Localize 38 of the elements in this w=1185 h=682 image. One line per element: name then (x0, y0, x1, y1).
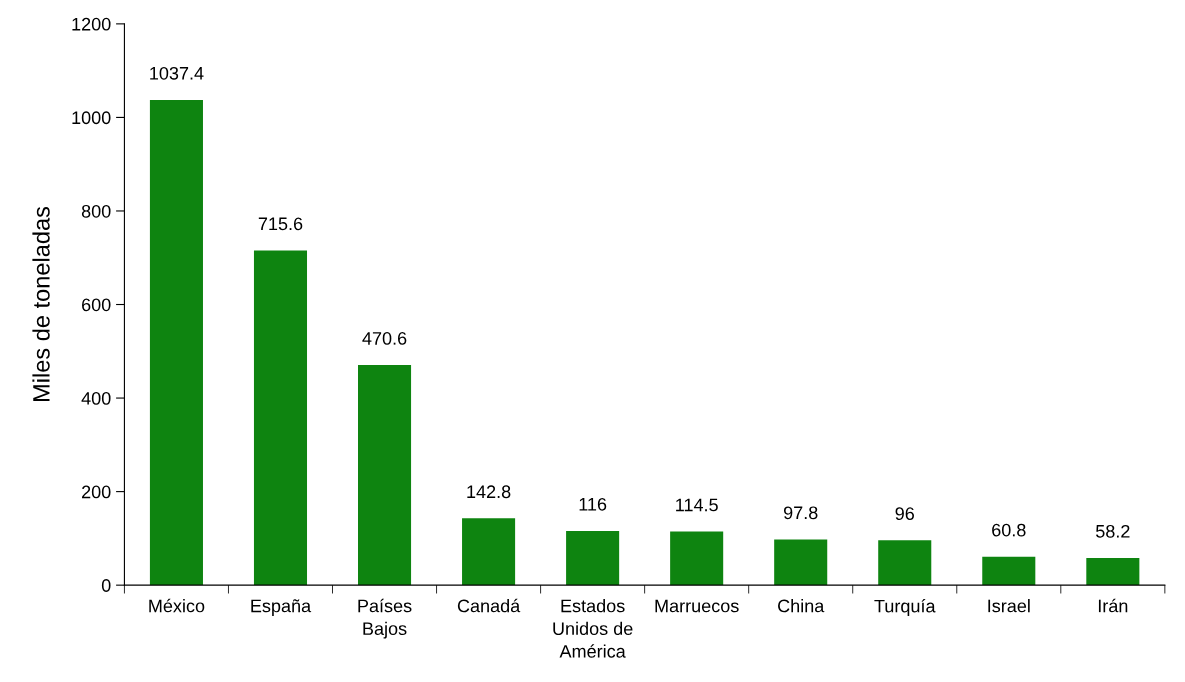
data-label: 114.5 (676, 498, 718, 512)
x-tick-label: Canadá (457, 598, 521, 613)
x-tick-label: Turquía (874, 599, 936, 617)
data-label: 97.8 (783, 506, 818, 520)
x-tick-label: Irán (1098, 598, 1128, 613)
data-label: 715.6 (258, 217, 303, 231)
x-tick-label: Países Bajos (358, 598, 412, 639)
x-tick-label: Israel (988, 599, 1030, 613)
bar (358, 365, 412, 586)
bar (253, 250, 308, 586)
bar (566, 530, 620, 586)
bar (878, 540, 932, 586)
x-tick-label: China (778, 599, 825, 613)
bar (1086, 557, 1140, 586)
y-tick-label: 600 (82, 298, 111, 312)
data-label: 60.8 (992, 523, 1026, 537)
y-tick-label: 800 (81, 204, 111, 218)
data-label: 116 (579, 497, 607, 511)
data-label: 470.6 (362, 332, 407, 345)
x-tick-label: México (149, 598, 205, 613)
data-label: 1037.4 (150, 66, 204, 80)
bar (149, 99, 203, 586)
data-label: 96 (895, 507, 914, 521)
bar (982, 556, 1036, 586)
y-tick-label: 200 (82, 485, 111, 499)
y-tick-label: 400 (81, 392, 111, 405)
x-tick-label: España (251, 599, 312, 616)
y-tick-label: 0 (101, 579, 111, 592)
bar (670, 531, 724, 586)
bar (462, 518, 516, 586)
y-tick-label: 1000 (72, 111, 111, 125)
data-label: 58.2 (1095, 524, 1130, 538)
y-tick-label: 1200 (72, 17, 111, 31)
data-label: 142.8 (467, 485, 511, 499)
bar (774, 539, 828, 586)
x-tick-label: Marruecos (655, 599, 739, 613)
y-axis-title: Miles de toneladas (32, 206, 50, 402)
x-tick-label: Estados Unidos de América (553, 599, 633, 658)
